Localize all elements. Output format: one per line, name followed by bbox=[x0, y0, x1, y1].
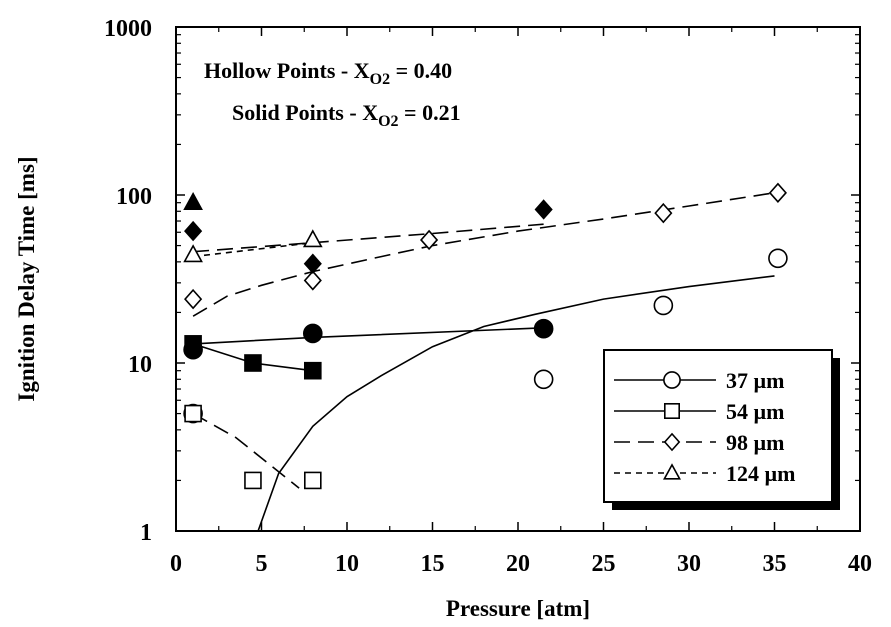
annotation-solid-sub: O2 bbox=[378, 113, 398, 130]
fit-line-triangle bbox=[193, 241, 313, 258]
x-tick-label: 5 bbox=[256, 551, 268, 577]
tick-labels: 0 5 10 15 20 25 30 35 40 1 10 100 1000 bbox=[104, 16, 872, 577]
annotation-solid-prefix: Solid Points - X bbox=[232, 100, 378, 125]
y-tick-label: 100 bbox=[116, 184, 152, 210]
legend-label: 124 µm bbox=[726, 461, 796, 486]
legend-marker-diamond bbox=[663, 432, 681, 452]
annotation-hollow-suffix: = 0.40 bbox=[390, 58, 452, 83]
x-tick-label: 10 bbox=[335, 551, 359, 577]
solid-point-square bbox=[244, 354, 262, 372]
legend-label: 37 µm bbox=[726, 368, 785, 393]
hollow-point-diamond bbox=[420, 229, 439, 251]
x-tick-label: 15 bbox=[421, 551, 445, 577]
legend-marker-square bbox=[663, 402, 680, 419]
solid-point-diamond bbox=[303, 253, 322, 274]
hollow-point-diamond bbox=[654, 202, 673, 224]
hollow-point-circle bbox=[533, 369, 554, 390]
legend: 37 µm 54 µm 98 µm 124 µm bbox=[603, 349, 833, 503]
annotation-hollow-points: Hollow Points - XO2 = 0.40 bbox=[204, 58, 452, 88]
y-tick-label: 10 bbox=[128, 352, 152, 378]
legend-label: 98 µm bbox=[726, 430, 785, 455]
x-axis-title: Pressure [atm] bbox=[446, 596, 590, 621]
legend-label: 54 µm bbox=[726, 399, 785, 424]
annotation-solid-points: Solid Points - XO2 = 0.21 bbox=[232, 100, 461, 130]
fit-line-circle bbox=[257, 275, 775, 532]
y-axis-title: Ignition Delay Time [ms] bbox=[14, 156, 39, 401]
solid-point-circle bbox=[302, 323, 323, 344]
y-tick-label: 1000 bbox=[104, 16, 152, 42]
hollow-point-circle bbox=[653, 295, 674, 316]
solid-point-square bbox=[184, 335, 202, 353]
y-tick-label: 1 bbox=[140, 520, 152, 546]
hollow-point-square bbox=[244, 471, 262, 490]
hollow-point-diamond bbox=[303, 270, 322, 291]
annotation-hollow-sub: O2 bbox=[370, 71, 390, 88]
hollow-point-triangle bbox=[302, 229, 323, 248]
solid-point-diamond bbox=[184, 220, 203, 242]
x-tick-label: 30 bbox=[677, 551, 701, 577]
hollow-point-circle bbox=[768, 248, 788, 269]
legend-marker-circle bbox=[663, 371, 681, 389]
legend-box bbox=[603, 349, 833, 503]
x-tick-label: 0 bbox=[170, 551, 182, 577]
fit-line-diamond bbox=[193, 223, 544, 253]
x-tick-label: 20 bbox=[506, 551, 530, 577]
hollow-point-triangle bbox=[183, 244, 203, 263]
hollow-point-diamond bbox=[184, 288, 203, 310]
solid-point-triangle bbox=[183, 192, 203, 210]
fit-line-diamond bbox=[192, 192, 775, 317]
axis-ticks bbox=[175, 26, 861, 532]
data-points bbox=[183, 182, 788, 490]
legend-marker-triangle bbox=[662, 463, 682, 480]
x-tick-label: 35 bbox=[763, 551, 787, 577]
x-tick-label: 40 bbox=[848, 551, 872, 577]
fit-lines bbox=[192, 192, 775, 532]
annotation-hollow-prefix: Hollow Points - X bbox=[204, 58, 370, 83]
solid-point-square bbox=[303, 361, 322, 380]
solid-point-diamond bbox=[534, 199, 553, 220]
solid-point-circle bbox=[533, 318, 554, 339]
hollow-point-diamond bbox=[768, 182, 787, 204]
annotation-solid-suffix: = 0.21 bbox=[399, 100, 461, 125]
fit-line-circle bbox=[193, 327, 544, 345]
hollow-point-square bbox=[303, 471, 322, 490]
x-tick-label: 25 bbox=[592, 551, 616, 577]
hollow-point-square bbox=[184, 404, 202, 423]
fit-line-dashed-square bbox=[192, 412, 300, 489]
